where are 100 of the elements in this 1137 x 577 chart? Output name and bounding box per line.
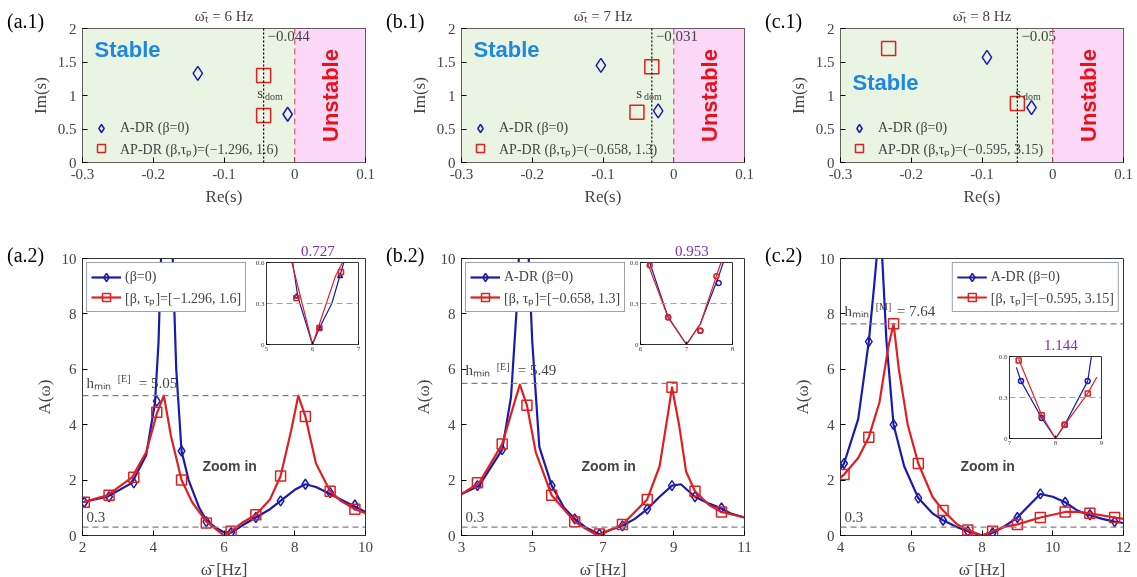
y-tick-label: 0: [827, 154, 835, 171]
point: [912, 457, 925, 470]
x-tick-label: -0.1: [970, 165, 994, 182]
point: [715, 506, 728, 518]
y-tick-label: 8: [448, 305, 456, 322]
x-tick-label: 11: [737, 538, 752, 555]
y-tick-label: 2: [448, 472, 456, 489]
annotation: Zoom in: [960, 458, 1015, 475]
y-tick-label: 2: [69, 20, 77, 37]
point: [337, 268, 345, 276]
text: (a.2): [7, 244, 45, 266]
chart-title: ω̄ₜ = 8 Hz: [952, 7, 1012, 24]
band-label: Unstable: [317, 49, 343, 142]
point: [129, 477, 138, 489]
x-axis-title: Re(s): [963, 186, 1001, 206]
point: [666, 381, 678, 394]
y-tick-label: 0: [827, 527, 835, 544]
annotation: 0.953: [675, 243, 709, 259]
point: [715, 279, 722, 287]
point: [1108, 511, 1121, 524]
point: [299, 410, 312, 423]
point: [713, 272, 720, 280]
x-tick-label: -0.2: [141, 165, 166, 182]
band-label: Stable: [852, 70, 919, 96]
annotation: 0.727: [301, 243, 335, 259]
y-tick-label: 0.5: [57, 121, 77, 137]
y-tick-label: 1.5: [815, 54, 835, 70]
y-axis-title: Im(s): [409, 77, 429, 114]
y-tick-label: 0.5: [436, 121, 456, 137]
point: [1017, 377, 1025, 385]
y-tick-label: 0: [69, 527, 77, 544]
legend-label: A-DR (β=0): [504, 269, 574, 285]
x-axis-title: Re(s): [584, 186, 622, 206]
legend-label: AP-DR (β,τₚ)=(−0.658, 1.3): [499, 140, 658, 158]
ref-line-label: 0.3: [86, 509, 106, 526]
point: [1084, 390, 1091, 397]
point: [151, 406, 163, 418]
point: [1036, 488, 1045, 500]
band-label: Stable: [94, 36, 161, 62]
y-tick-label: 1: [69, 87, 77, 104]
x-tick-label: -0.2: [899, 165, 924, 182]
point: [255, 67, 272, 84]
x-tick-label: -0.1: [591, 165, 615, 182]
x-tick-label: -0.1: [212, 165, 236, 182]
point: [349, 503, 361, 515]
point: [643, 503, 652, 515]
y-tick-label: 1.5: [436, 54, 456, 70]
y-tick-label: 1: [827, 87, 835, 104]
y-tick-label: 1.5: [57, 54, 77, 70]
annotation: Zoom in: [202, 458, 257, 475]
legend-label: (β=0): [125, 269, 157, 285]
point: [981, 49, 993, 66]
text: (b.1): [386, 10, 425, 32]
y-tick-label: 6: [827, 361, 835, 378]
point: [644, 58, 660, 75]
point: [175, 474, 188, 486]
y-axis-title: Im(s): [788, 77, 808, 114]
x-tick-label: 0.1: [1114, 165, 1133, 182]
x-tick-label: 0.1: [356, 165, 375, 182]
y-tick-label: 0: [448, 154, 456, 171]
x-tick-label: 0: [291, 165, 299, 182]
chart-title: ω̄ₜ = 7 Hz: [573, 7, 633, 24]
point: [1034, 511, 1047, 524]
annotation: 1.144: [1044, 337, 1078, 353]
y-tick-label: 0: [69, 154, 77, 171]
chart-title: ω̄ₜ = 6 Hz: [194, 7, 254, 24]
ref-line-label: 0.3: [844, 509, 864, 526]
point: [689, 485, 701, 497]
point: [1011, 518, 1024, 531]
band-label: Stable: [473, 36, 540, 62]
point: [521, 399, 533, 412]
point: [192, 65, 204, 82]
x-tick-label: 10: [1045, 538, 1061, 555]
point: [652, 103, 664, 119]
legend-label: AP-DR (β,τₚ)=(−0.595, 3.15): [878, 140, 1044, 158]
y-tick-label: 8: [69, 305, 77, 322]
x-tick-label: 12: [1116, 538, 1131, 555]
point: [1059, 506, 1071, 518]
text: (a.1): [7, 10, 45, 32]
legend-label: A-DR (β=0): [878, 120, 948, 136]
legend-label: A-DR (β=0): [120, 120, 190, 136]
ref-line-label: −0.05: [1021, 27, 1057, 44]
ref-line-label: 0.3: [465, 509, 485, 526]
point: [274, 470, 287, 482]
x-axis-title: Re(s): [205, 186, 243, 206]
point: [545, 489, 558, 502]
ref-line-label: −0.031: [655, 27, 699, 44]
y-axis-title: A(ω): [34, 379, 54, 415]
x-tick-label: 7: [599, 538, 608, 555]
legend-label: A-DR (β=0): [499, 120, 569, 136]
point: [177, 445, 186, 457]
x-tick-label: 9: [670, 538, 678, 555]
point: [282, 106, 294, 123]
y-tick-label: 4: [69, 416, 77, 433]
y-tick-label: 6: [69, 361, 77, 378]
legend-label: [β, τₚ]=[−1.296, 1.6]: [125, 289, 242, 307]
point: [646, 262, 653, 269]
y-tick-label: 8: [827, 305, 835, 322]
y-tick-label: 1: [448, 87, 456, 104]
point: [641, 493, 653, 506]
